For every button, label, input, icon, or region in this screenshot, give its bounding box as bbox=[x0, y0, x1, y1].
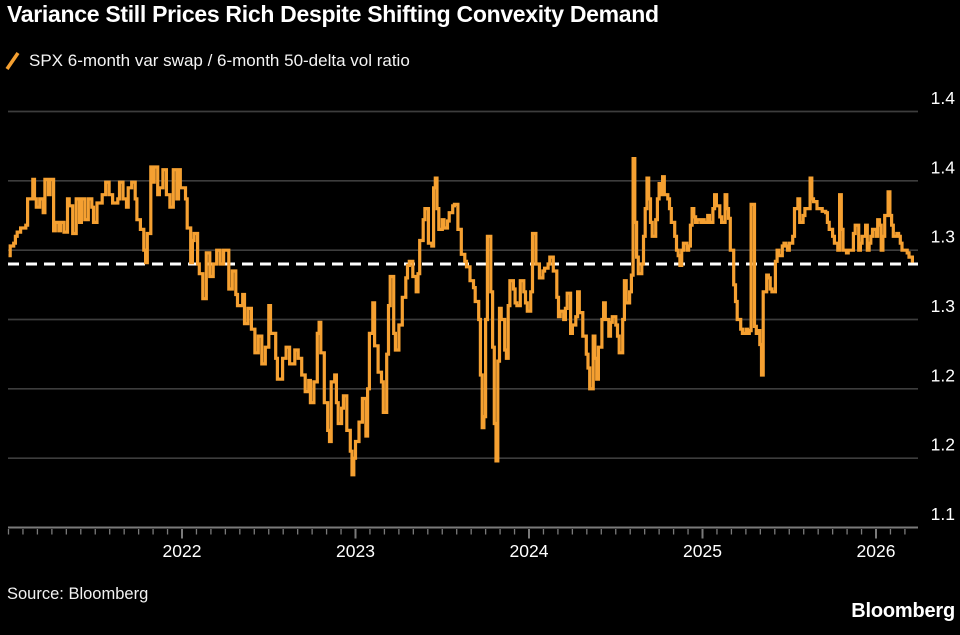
series-line bbox=[8, 157, 914, 477]
legend-label: SPX 6-month var swap / 6-month 50-delta … bbox=[29, 51, 410, 70]
y-axis-label: 1.1 bbox=[931, 504, 955, 524]
chart-legend: SPX 6-month var swap / 6-month 50-delta … bbox=[5, 50, 410, 72]
y-axis-label: 1.4 bbox=[931, 157, 956, 177]
y-axis-label: 1.2 bbox=[931, 435, 955, 455]
y-axis-label: 1.3 bbox=[931, 296, 955, 316]
y-axis-label: 1.3 bbox=[931, 227, 955, 247]
x-axis-label: 2026 bbox=[857, 541, 896, 561]
page-title: Variance Still Prices Rich Despite Shift… bbox=[7, 1, 659, 27]
x-axis-label: 2025 bbox=[683, 541, 722, 561]
source-label: Source: Bloomberg bbox=[7, 585, 149, 603]
y-axis-label: 1.4 bbox=[931, 88, 956, 108]
y-axis-label: 1.2 bbox=[931, 365, 955, 385]
bloomberg-logo: Bloomberg bbox=[851, 600, 955, 622]
x-axis-label: 2023 bbox=[336, 541, 375, 561]
slash-icon bbox=[5, 51, 20, 71]
x-axis-label: 2024 bbox=[510, 541, 549, 561]
x-axis-label: 2022 bbox=[163, 541, 202, 561]
